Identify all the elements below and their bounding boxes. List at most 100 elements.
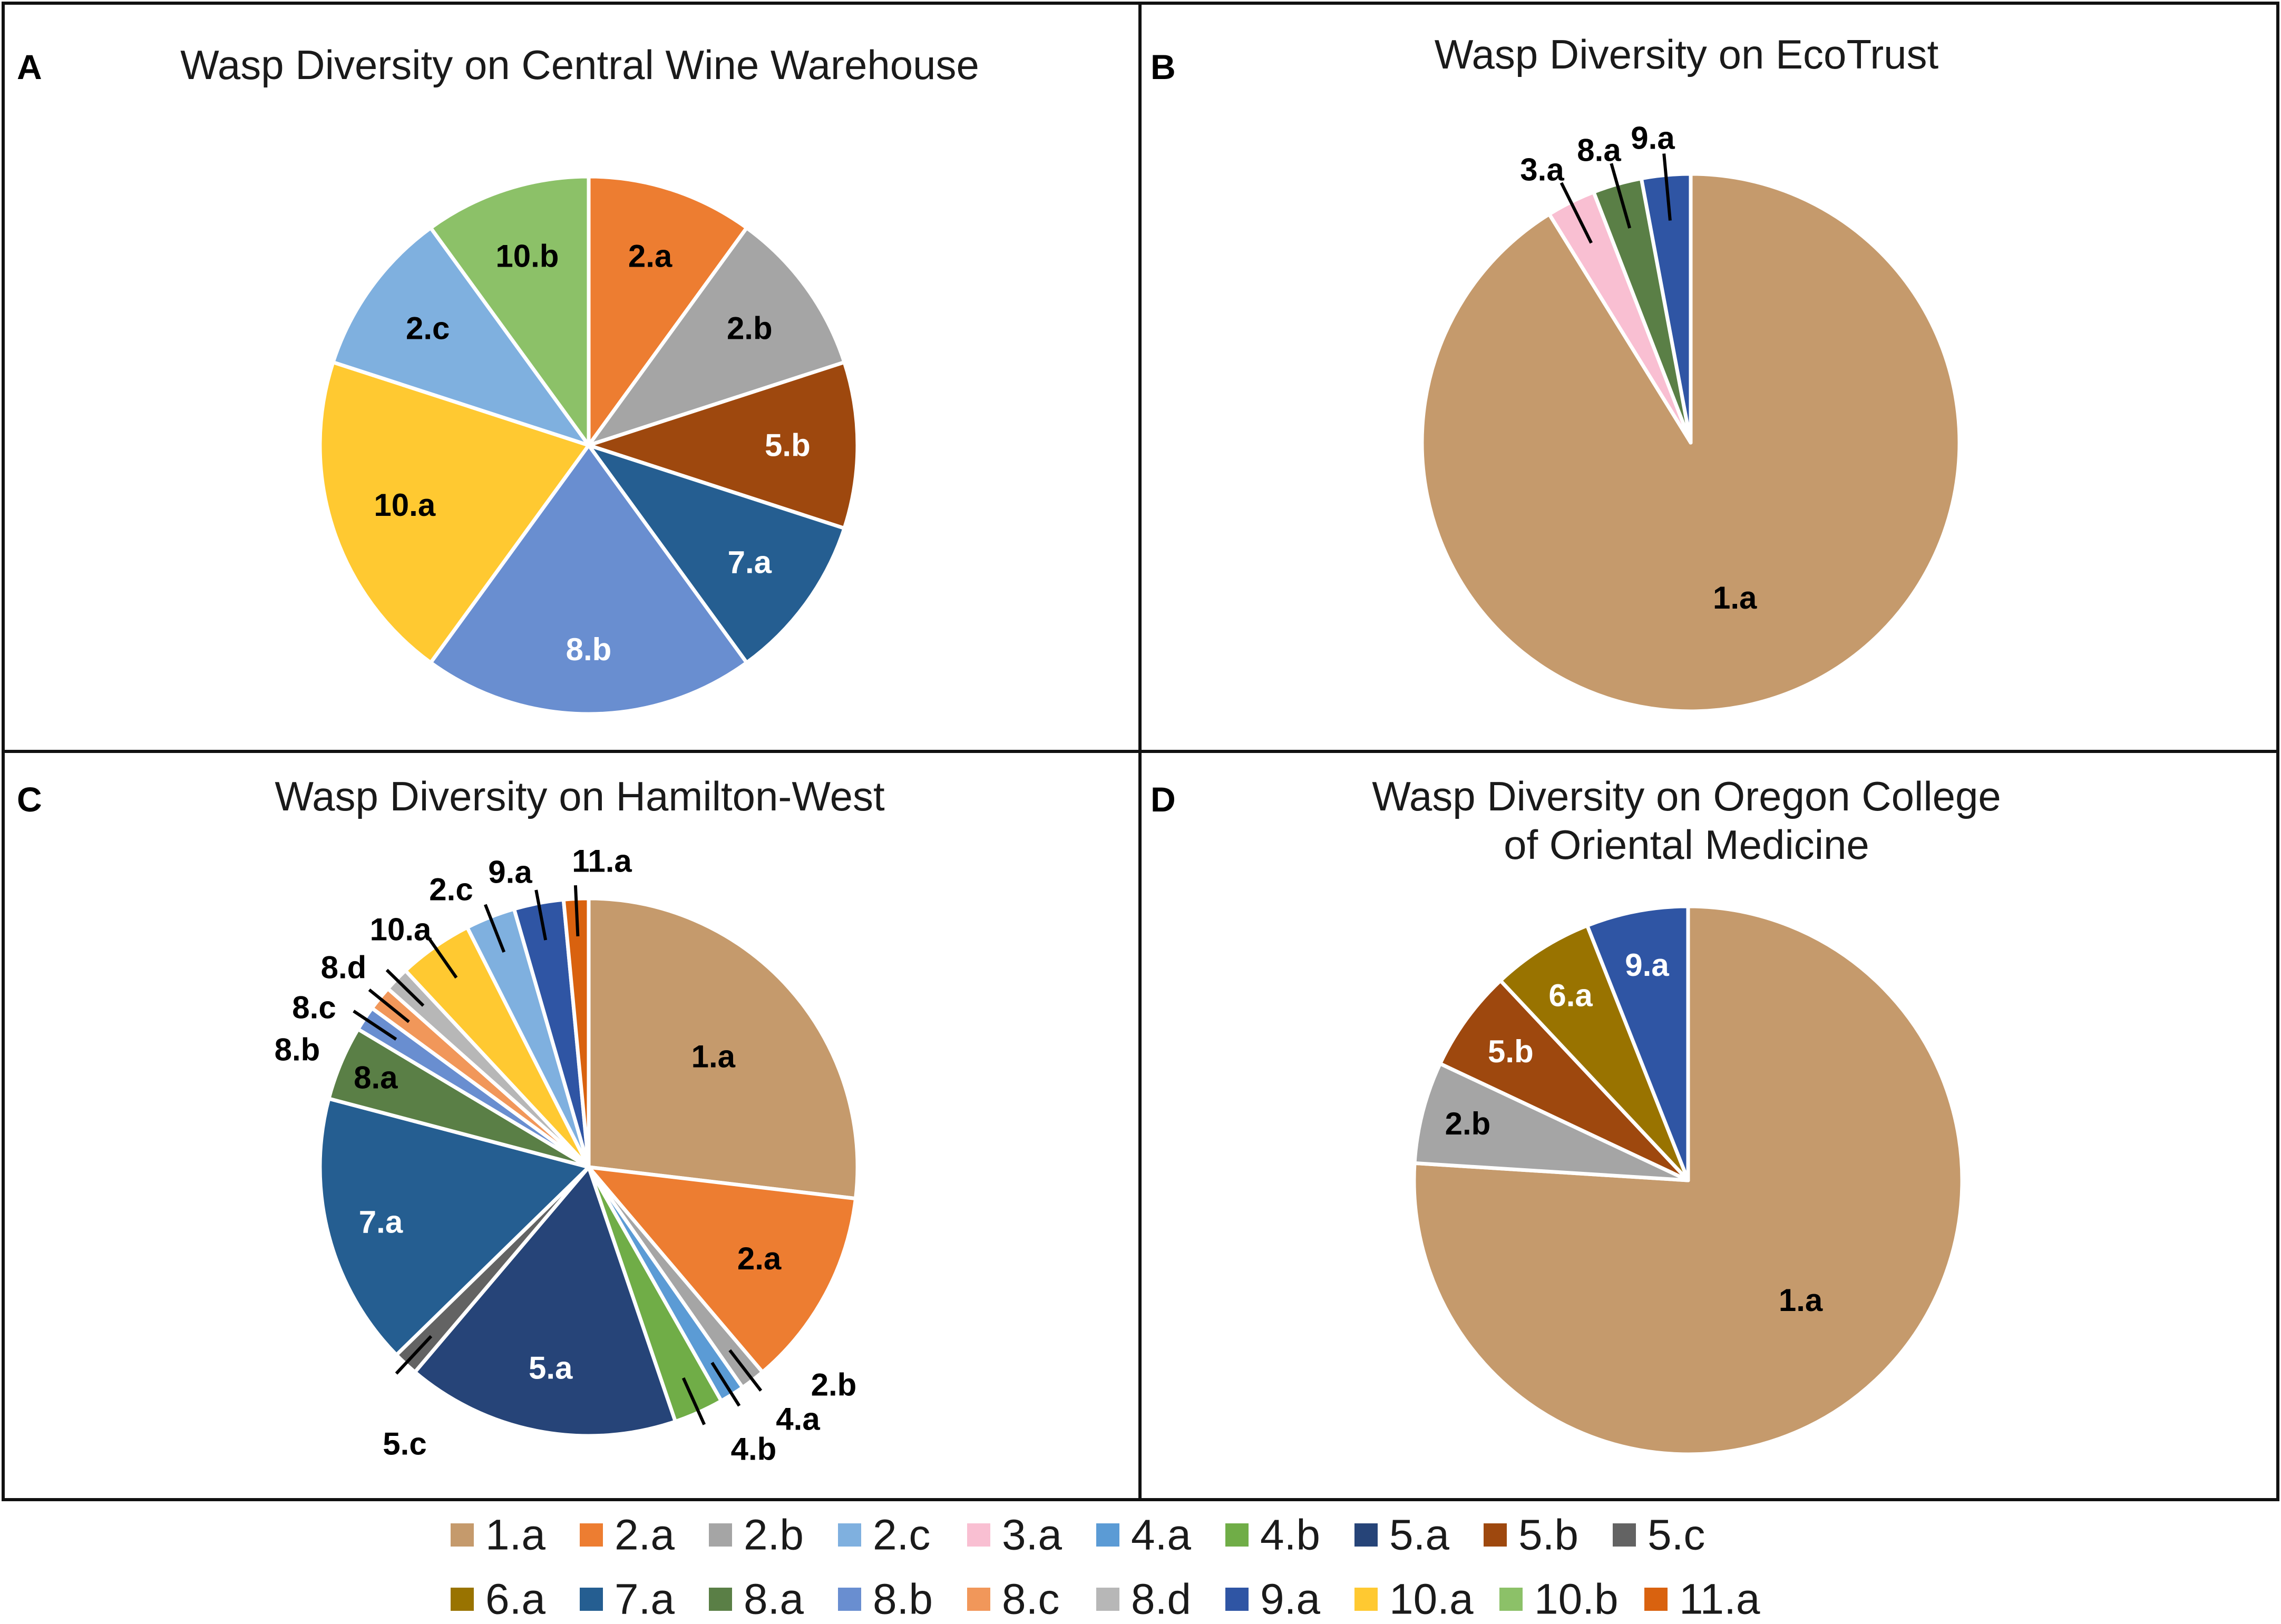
leader-line-b-3.a	[1559, 182, 1593, 244]
pie-slice-a-8.b	[428, 443, 749, 716]
slice-label-b-3.a: 3.a	[1520, 152, 1564, 188]
pie-slice-a-2.a	[587, 174, 749, 447]
legend-item-3.a: 3.a	[967, 1511, 1062, 1559]
slice-label-a-7.a: 7.a	[728, 544, 772, 580]
legend-swatch	[580, 1523, 603, 1547]
legend-item-8.a: 8.a	[709, 1576, 804, 1623]
legend-label: 10.a	[1389, 1576, 1474, 1623]
pie-slice-c-7.a	[318, 1097, 591, 1357]
legend-label: 6.a	[485, 1576, 545, 1623]
slice-label-a-5.b: 5.b	[765, 428, 811, 463]
legend-item-10.b: 10.b	[1499, 1576, 1619, 1623]
legend-label: 4.b	[1260, 1511, 1320, 1559]
legend-item-7.a: 7.a	[580, 1576, 675, 1623]
pie-slice-d-9.a	[1585, 904, 1690, 1182]
leader-line-c-2.b	[728, 1349, 763, 1392]
pie-slice-c-5.a	[413, 1165, 677, 1438]
legend-swatch	[1096, 1523, 1119, 1547]
leader-line-c-2.c	[484, 904, 506, 953]
slice-label-c-2.b: 2.b	[811, 1367, 857, 1403]
panel-letter-b: B	[1151, 47, 1176, 86]
legend-label: 2.b	[744, 1511, 804, 1559]
slice-label-c-8.b: 8.b	[275, 1032, 320, 1068]
legend-swatch	[709, 1523, 732, 1547]
legend-item-2.b: 2.b	[709, 1511, 804, 1559]
pie-slice-c-1.a	[587, 896, 860, 1201]
slice-label-c-11.a: 11.a	[572, 844, 632, 879]
legend-swatch	[1225, 1588, 1249, 1611]
pie-chart-b: B Wasp Diversity on EcoTrust 1.a 3.a 8.a 9.a	[1151, 31, 1962, 713]
leader-line-c-4.b	[681, 1377, 706, 1425]
legend-label: 8.a	[744, 1576, 804, 1623]
legend-item-11.a: 11.a	[1644, 1576, 1760, 1623]
leader-line-c-9.a	[534, 889, 548, 941]
slice-label-d-9.a: 9.a	[1625, 947, 1669, 983]
legend-swatch	[967, 1523, 990, 1547]
legend-swatch	[1613, 1523, 1636, 1547]
legend-label: 3.a	[1002, 1511, 1062, 1559]
pie-slice-a-5.b	[587, 360, 860, 531]
legend-swatch	[451, 1588, 474, 1611]
legend-label: 8.c	[1002, 1576, 1059, 1623]
slice-label-c-4.a: 4.a	[776, 1402, 820, 1437]
legend-label: 7.a	[615, 1576, 675, 1623]
legend-label: 9.a	[1260, 1576, 1320, 1623]
legend-swatch	[709, 1588, 732, 1611]
legend-label: 5.c	[1648, 1511, 1705, 1559]
slice-label-c-7.a: 7.a	[359, 1205, 403, 1240]
slice-label-d-5.b: 5.b	[1488, 1034, 1534, 1069]
slice-label-c-8.a: 8.a	[354, 1060, 398, 1095]
leader-line-b-8.a	[1610, 163, 1632, 229]
panel-letter-d: D	[1151, 780, 1176, 819]
slice-label-c-2.a: 2.a	[737, 1241, 782, 1276]
leader-line-c-5.c	[395, 1335, 433, 1375]
legend-swatch	[1354, 1588, 1378, 1611]
slice-label-c-8.d: 8.d	[321, 950, 367, 985]
panel-letter-a: A	[17, 47, 42, 86]
slice-label-a-2.b: 2.b	[727, 311, 773, 346]
legend-item-5.a: 5.a	[1354, 1511, 1449, 1559]
pie-slice-a-2.c	[331, 226, 591, 447]
legend-item-6.a: 6.a	[451, 1576, 545, 1623]
legend-item-1.a: 1.a	[451, 1511, 545, 1559]
pie-slice-d-5.b	[1438, 979, 1690, 1182]
slice-label-c-8.c: 8.c	[292, 990, 336, 1025]
slice-label-b-8.a: 8.a	[1577, 133, 1621, 168]
legend-swatch	[967, 1588, 990, 1611]
slice-label-a-2.c: 2.c	[406, 311, 450, 346]
pie-slice-a-2.b	[587, 226, 846, 447]
slice-label-d-6.a: 6.a	[1548, 977, 1593, 1013]
legend-label: 1.a	[485, 1511, 545, 1559]
slice-label-d-2.b: 2.b	[1445, 1106, 1491, 1141]
legend-item-8.c: 8.c	[967, 1576, 1059, 1623]
legend-label: 8.b	[873, 1576, 933, 1623]
leader-line-c-10.a	[425, 935, 458, 979]
slice-label-c-10.a: 10.a	[370, 912, 432, 947]
legend-swatch	[1484, 1523, 1507, 1547]
pie-slice-d-6.a	[1498, 924, 1690, 1182]
legend-label: 8.d	[1131, 1576, 1191, 1623]
slice-label-b-1.a: 1.a	[1713, 580, 1757, 615]
pie-slice-a-10.a	[318, 360, 591, 665]
legend-label: 2.c	[873, 1511, 930, 1559]
chart-title: Wasp Diversity on Central Wine Warehouse	[180, 42, 979, 88]
slice-label-a-10.a: 10.a	[374, 487, 435, 523]
slice-label-a-10.b: 10.b	[495, 239, 559, 274]
legend-swatch	[1499, 1588, 1523, 1611]
pie-slice-a-10.b	[428, 174, 591, 447]
pie-slice-d-2.b	[1412, 1062, 1690, 1182]
chart-title: Wasp Diversity on EcoTrust	[1435, 31, 1939, 77]
legend-item-9.a: 9.a	[1225, 1576, 1320, 1623]
legend-item-8.d: 8.d	[1096, 1576, 1191, 1623]
pie-slice-a-7.a	[587, 443, 846, 665]
leader-line-c-8.d	[385, 968, 425, 1007]
legend-item-5.b: 5.b	[1484, 1511, 1578, 1559]
slice-label-c-5.a: 5.a	[529, 1350, 573, 1385]
pie-chart-a: A Wasp Diversity on Central Wine Warehous…	[17, 42, 979, 716]
legend-label: 5.b	[1518, 1511, 1578, 1559]
legend-swatch	[1096, 1588, 1119, 1611]
chart-title: of Oriental Medicine	[1504, 821, 1869, 868]
legend-item-5.c: 5.c	[1613, 1511, 1705, 1559]
